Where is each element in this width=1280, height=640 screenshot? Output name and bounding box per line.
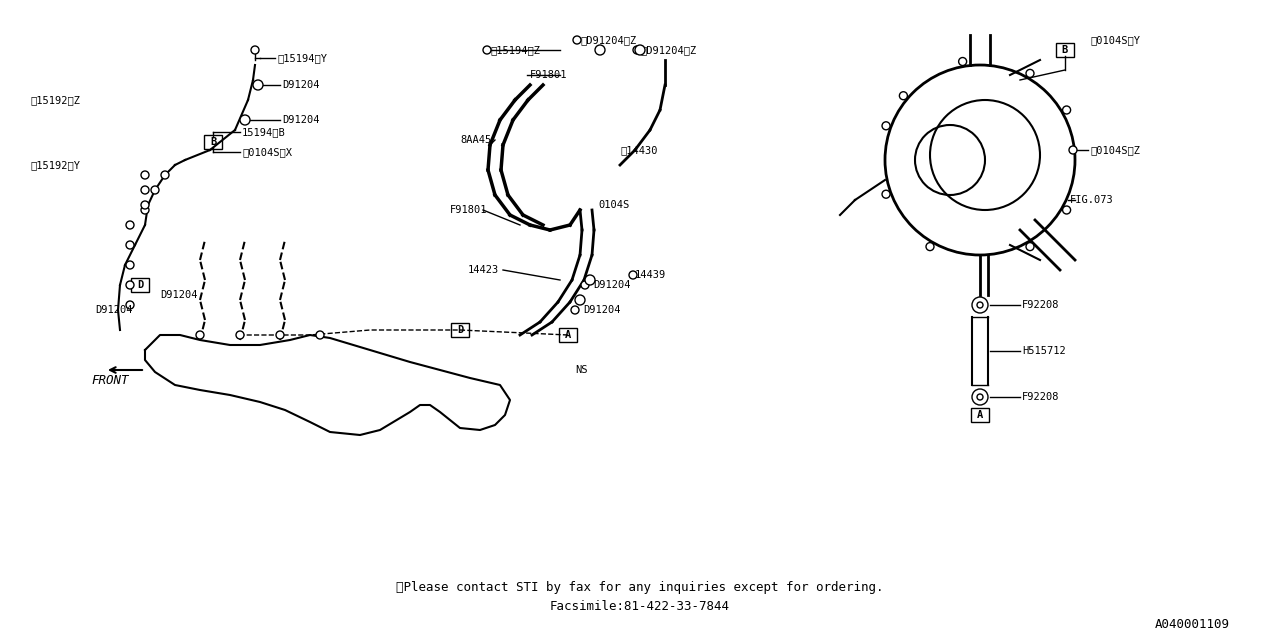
FancyBboxPatch shape (559, 328, 577, 342)
Circle shape (125, 301, 134, 309)
Circle shape (972, 297, 988, 313)
Text: D91204: D91204 (593, 280, 631, 290)
Text: ※0104S※Y: ※0104S※Y (1091, 35, 1140, 45)
Circle shape (161, 171, 169, 179)
Text: D91204: D91204 (582, 305, 621, 315)
Circle shape (959, 58, 966, 65)
FancyBboxPatch shape (451, 323, 468, 337)
Text: D91204: D91204 (282, 80, 320, 90)
Text: ※15194※Y: ※15194※Y (276, 53, 326, 63)
Circle shape (977, 394, 983, 400)
Circle shape (316, 331, 324, 339)
Circle shape (882, 190, 890, 198)
Text: H515712: H515712 (1021, 346, 1066, 356)
Circle shape (595, 45, 605, 55)
Circle shape (141, 206, 148, 214)
Text: FIG.073: FIG.073 (1070, 195, 1114, 205)
Text: ※14430: ※14430 (620, 145, 658, 155)
Text: D91204: D91204 (282, 115, 320, 125)
Text: 8AA45: 8AA45 (460, 135, 492, 145)
Circle shape (251, 46, 259, 54)
Circle shape (125, 221, 134, 229)
Text: D: D (457, 325, 463, 335)
Text: FRONT: FRONT (91, 374, 129, 387)
Text: ※15194※Z: ※15194※Z (490, 45, 540, 55)
Text: ※0104S※X: ※0104S※X (242, 147, 292, 157)
Circle shape (125, 261, 134, 269)
Text: D91204: D91204 (95, 305, 133, 315)
Circle shape (1062, 106, 1070, 114)
Text: NS: NS (575, 365, 588, 375)
Circle shape (581, 281, 589, 289)
Text: D91204: D91204 (160, 290, 197, 300)
Circle shape (900, 92, 908, 100)
FancyBboxPatch shape (972, 408, 989, 422)
Text: A: A (977, 410, 983, 420)
FancyBboxPatch shape (1056, 43, 1074, 57)
Circle shape (925, 243, 934, 251)
Circle shape (1062, 206, 1070, 214)
Text: ※0104S※Z: ※0104S※Z (1091, 145, 1140, 155)
Circle shape (977, 302, 983, 308)
Circle shape (241, 115, 250, 125)
Circle shape (634, 46, 641, 54)
Circle shape (882, 122, 890, 130)
Text: 14423: 14423 (468, 265, 499, 275)
Text: F92208: F92208 (1021, 392, 1060, 402)
Circle shape (1027, 69, 1034, 77)
Text: ※15192※Z: ※15192※Z (29, 95, 81, 105)
Text: A: A (564, 330, 571, 340)
Circle shape (236, 331, 244, 339)
Circle shape (125, 281, 134, 289)
Circle shape (628, 271, 637, 279)
Text: A040001109: A040001109 (1155, 618, 1230, 632)
Text: 14439: 14439 (635, 270, 667, 280)
Circle shape (585, 275, 595, 285)
Circle shape (1069, 146, 1076, 154)
Text: B: B (210, 137, 216, 147)
Circle shape (972, 389, 988, 405)
Circle shape (196, 331, 204, 339)
Circle shape (141, 201, 148, 209)
Text: F91801: F91801 (530, 70, 567, 80)
Circle shape (483, 46, 492, 54)
Text: ※15192※Y: ※15192※Y (29, 160, 81, 170)
Text: ※Please contact STI by fax for any inquiries except for ordering.: ※Please contact STI by fax for any inqui… (397, 582, 883, 595)
Text: Facsimile:81-422-33-7844: Facsimile:81-422-33-7844 (550, 600, 730, 614)
Circle shape (125, 241, 134, 249)
Circle shape (1027, 243, 1034, 251)
Circle shape (635, 45, 645, 55)
Circle shape (571, 306, 579, 314)
Text: ※D91204※Z: ※D91204※Z (640, 45, 696, 55)
Circle shape (575, 295, 585, 305)
Circle shape (253, 80, 262, 90)
Circle shape (151, 186, 159, 194)
Text: D: D (137, 280, 143, 290)
Text: 15194※B: 15194※B (242, 127, 285, 137)
Text: B: B (1062, 45, 1068, 55)
FancyBboxPatch shape (131, 278, 148, 292)
Circle shape (276, 331, 284, 339)
Circle shape (573, 36, 581, 44)
Text: F91801: F91801 (451, 205, 488, 215)
Text: ※D91204※Z: ※D91204※Z (580, 35, 636, 45)
FancyBboxPatch shape (204, 135, 221, 149)
Circle shape (141, 171, 148, 179)
Circle shape (141, 186, 148, 194)
Text: 0104S: 0104S (598, 200, 630, 210)
Text: F92208: F92208 (1021, 300, 1060, 310)
